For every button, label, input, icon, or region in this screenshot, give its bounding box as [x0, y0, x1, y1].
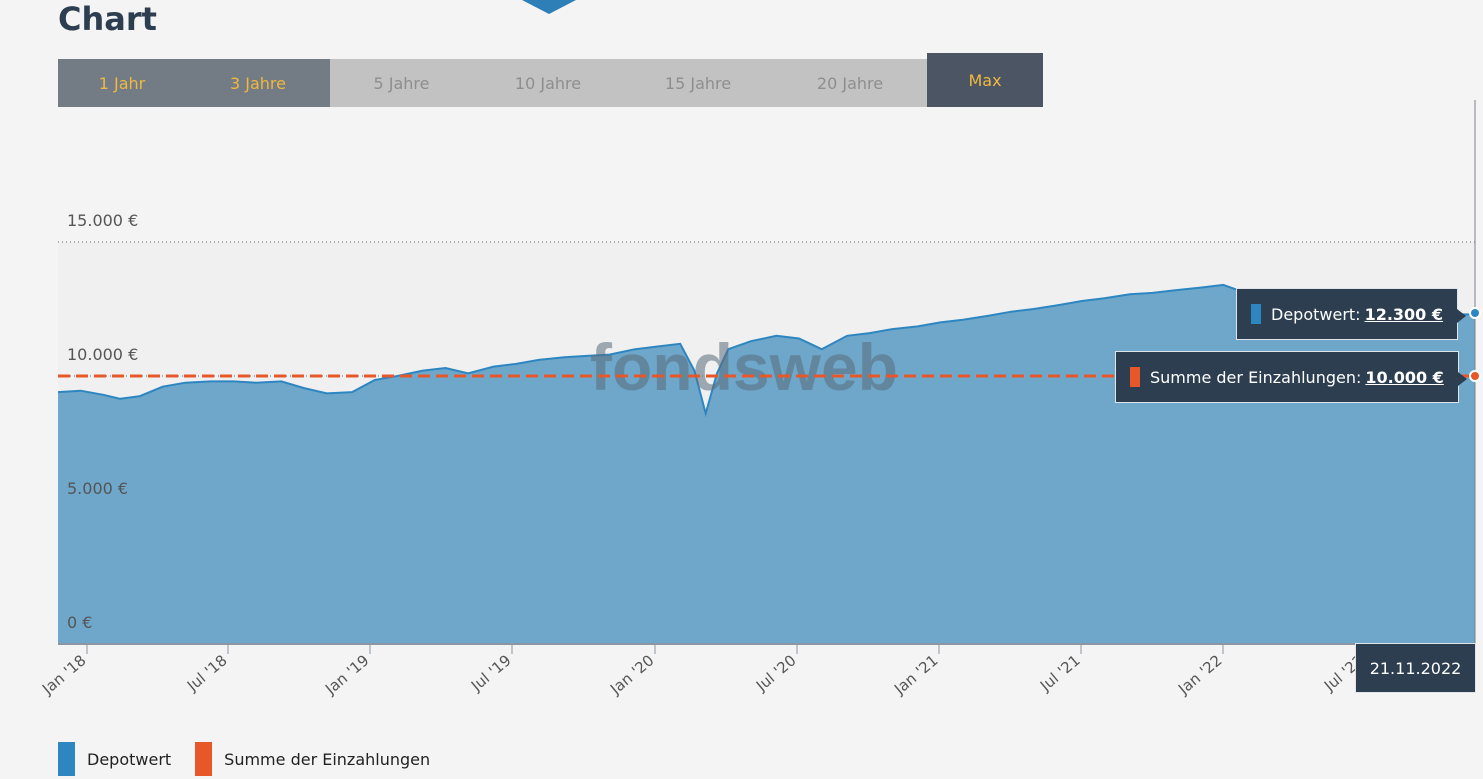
legend-swatch-depotwert	[58, 742, 75, 776]
legend-label-depotwert: Depotwert	[87, 749, 172, 769]
tooltip-depot-label: Depotwert:	[1271, 304, 1361, 324]
tab-10-jahre[interactable]: 10 Jahre	[473, 59, 623, 107]
legend-item-depotwert[interactable]: Depotwert	[58, 742, 171, 776]
x-tick-label: Jul '20	[752, 651, 800, 695]
tooltip-depot-value: 12.300 €	[1364, 304, 1444, 324]
x-tick-label: Jan '18	[38, 651, 89, 698]
depotwert-line	[57, 283, 1475, 418]
y-axis-labels: 0 € 5.000 € 10.000 € 15.000 €	[67, 211, 138, 632]
tab-1-jahr[interactable]: 1 Jahr	[58, 59, 186, 107]
range-selector: 1 Jahr 3 Jahre 5 Jahre 10 Jahre 15 Jahre…	[58, 53, 1043, 107]
x-tick-label: Jan '20	[606, 651, 657, 698]
y-tick-label: 5.000 €	[67, 479, 128, 498]
tab-max[interactable]: Max	[927, 53, 1043, 107]
x-axis-labels: Jan '18 Jul '18 Jan '19 Jul '19 Jan '20 Jul '…	[38, 644, 1368, 699]
legend-swatch-einzahlungen	[195, 742, 213, 776]
x-tick-label: Jul '19	[467, 651, 515, 695]
tooltip-date: 21.11.2022	[1355, 643, 1476, 693]
y-tick-label: 15.000 €	[67, 211, 138, 230]
einzahlungen-tooltip-swatch	[1130, 367, 1140, 387]
tab-15-jahre[interactable]: 15 Jahre	[623, 59, 773, 107]
caret-down-icon	[522, 0, 576, 14]
legend-item-einzahlungen[interactable]: Summe der Einzahlungen	[195, 742, 430, 776]
x-tick-label: Jul '21	[1036, 651, 1084, 695]
x-tick-label: Jan '22	[1174, 651, 1225, 698]
x-tick-label: Jul '18	[183, 651, 231, 695]
depotwert-marker	[1469, 307, 1481, 319]
legend-label-einzahlungen: Summe der Einzahlungen	[224, 749, 431, 769]
x-tick-label: Jan '21	[890, 651, 941, 698]
tab-20-jahre[interactable]: 20 Jahre	[773, 59, 927, 107]
tooltip-einzahlungen: Summe der Einzahlungen: 10.000 €	[1115, 351, 1467, 403]
y-tick-label: 0 €	[67, 613, 92, 632]
einzahlungen-marker	[1469, 370, 1481, 382]
tooltip-depotwert: Depotwert: 12.300 €	[1236, 288, 1467, 340]
y-tick-label: 10.000 €	[67, 345, 138, 364]
tab-5-jahre[interactable]: 5 Jahre	[330, 59, 473, 107]
page-title: Chart	[58, 0, 157, 38]
watermark-text: fondsweb	[590, 330, 898, 404]
tooltip-einz-label: Summe der Einzahlungen:	[1150, 367, 1362, 387]
x-tick-label: Jan '19	[321, 651, 372, 698]
legend: Depotwert Summe der Einzahlungen	[58, 742, 454, 776]
tooltip-einz-value: 10.000 €	[1365, 367, 1444, 387]
depotwert-tooltip-swatch	[1251, 304, 1261, 324]
tab-3-jahre[interactable]: 3 Jahre	[186, 59, 330, 107]
